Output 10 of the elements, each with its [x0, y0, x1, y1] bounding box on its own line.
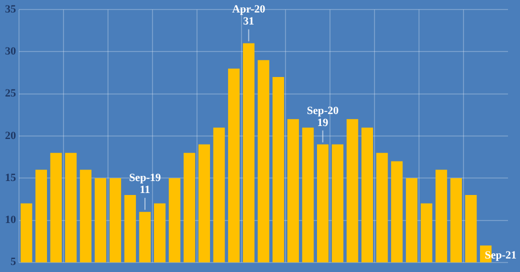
y-tick-label: 5	[10, 256, 16, 268]
data-label: Sep-20 19	[306, 104, 340, 129]
y-tick-label: 35	[5, 3, 16, 16]
data-label: Sep-19 11	[129, 172, 162, 196]
y-tick-label: 10	[5, 214, 16, 226]
y-tick-label: 20	[5, 130, 16, 142]
y-tick-label: 25	[5, 88, 16, 100]
data-label: Apr-20 31	[232, 4, 266, 28]
y-tick-label: 15	[5, 172, 16, 184]
y-tick-label: 30	[5, 46, 16, 58]
